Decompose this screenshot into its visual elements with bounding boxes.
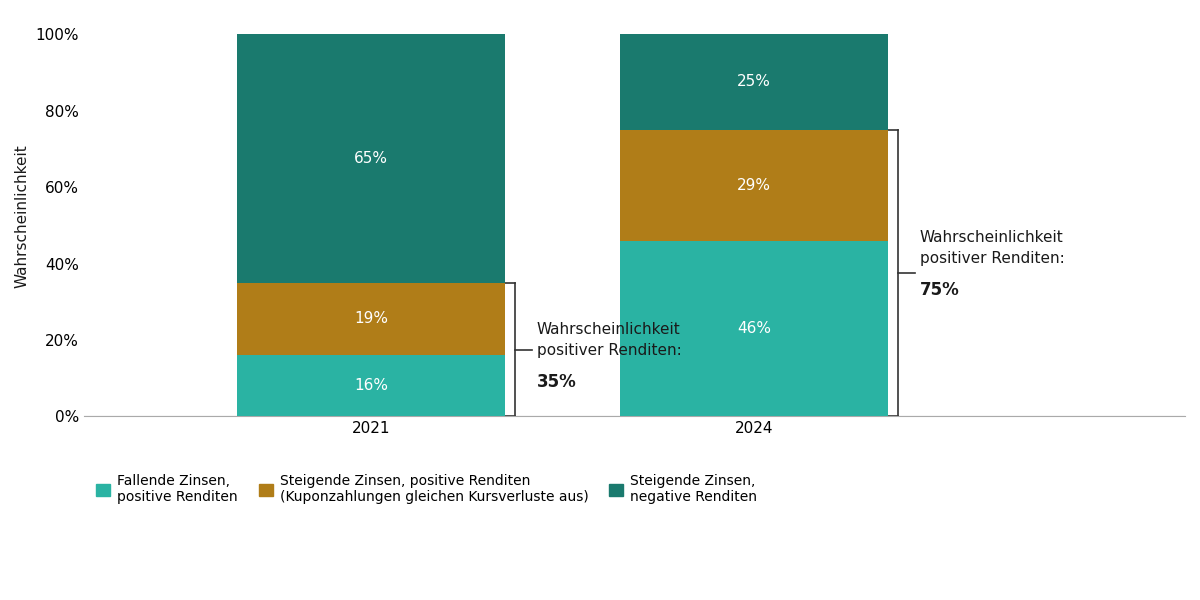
Text: 35%: 35%	[536, 373, 576, 391]
Text: Wahrscheinlichkeit
positiver Renditen:: Wahrscheinlichkeit positiver Renditen:	[919, 230, 1064, 266]
Bar	[620, 241, 888, 416]
Y-axis label: Wahrscheinlichkeit: Wahrscheinlichkeit	[14, 144, 30, 287]
Text: 25%: 25%	[737, 74, 772, 89]
Bar	[238, 283, 505, 355]
Text: 16%: 16%	[354, 379, 388, 394]
Text: 65%: 65%	[354, 151, 388, 166]
Text: 75%: 75%	[919, 281, 960, 299]
Bar	[620, 130, 888, 241]
Text: 19%: 19%	[354, 311, 388, 326]
Bar	[238, 355, 505, 416]
Bar	[238, 34, 505, 283]
Text: 29%: 29%	[737, 178, 772, 193]
Bar	[620, 34, 888, 130]
Text: Wahrscheinlichkeit
positiver Renditen:: Wahrscheinlichkeit positiver Renditen:	[536, 322, 682, 358]
Text: 46%: 46%	[737, 321, 772, 336]
Legend: Fallende Zinsen,
positive Renditen, Steigende Zinsen, positive Renditen
(Kuponza: Fallende Zinsen, positive Renditen, Stei…	[91, 469, 762, 510]
